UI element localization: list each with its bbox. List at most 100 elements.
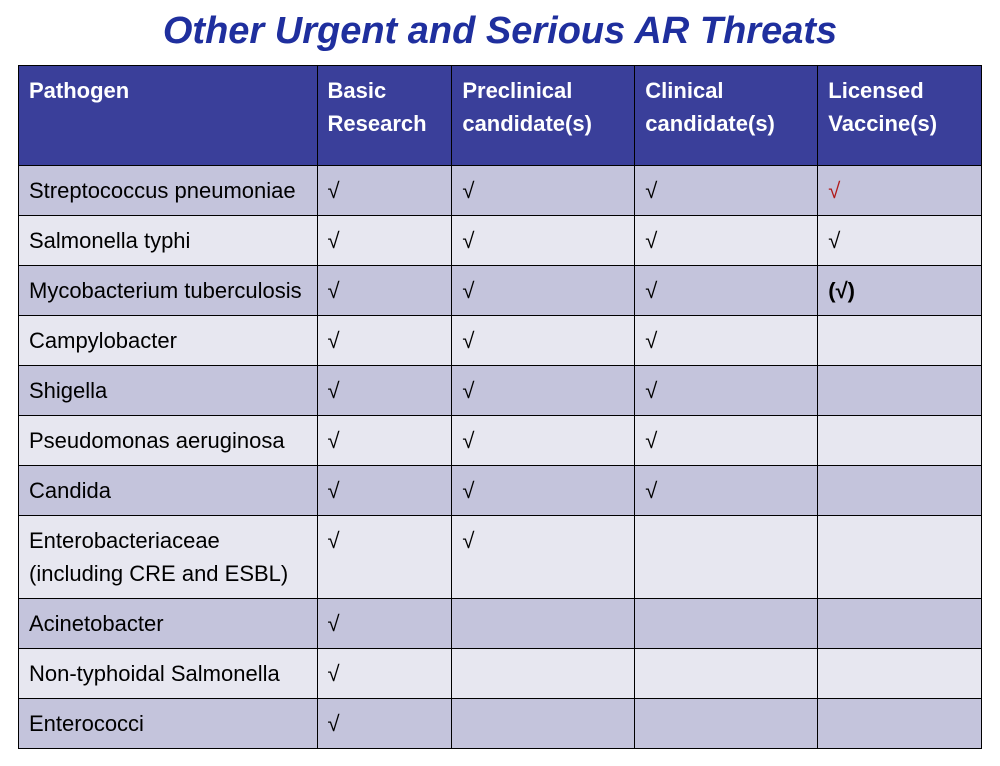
checkmark-icon: √	[462, 378, 474, 403]
basic-cell: √	[317, 216, 452, 266]
checkmark-icon: √	[462, 178, 474, 203]
checkmark-icon: √	[328, 611, 340, 636]
checkmark-icon: √	[645, 178, 657, 203]
col-header-clinical: Clinical candidate(s)	[635, 66, 818, 166]
table-row: Pseudomonas aeruginosa√√√	[19, 416, 982, 466]
basic-cell: √	[317, 466, 452, 516]
clinical-cell	[635, 699, 818, 749]
checkmark-icon: √	[462, 428, 474, 453]
clinical-cell: √	[635, 316, 818, 366]
pathogen-cell: Streptococcus pneumoniae	[19, 166, 318, 216]
checkmark-icon: √	[328, 228, 340, 253]
checkmark-icon: √	[645, 378, 657, 403]
checkmark-icon: √	[462, 328, 474, 353]
table-row: Mycobacterium tuberculosis √ √ √ (√)	[19, 266, 982, 316]
checkmark-icon: √	[462, 228, 474, 253]
preclinical-cell: √	[452, 416, 635, 466]
checkmark-icon: √	[328, 428, 340, 453]
preclinical-cell: √	[452, 266, 635, 316]
pathogen-cell: Non-typhoidal Salmonella	[19, 649, 318, 699]
licensed-cell	[818, 699, 982, 749]
col-header-pathogen: Pathogen	[19, 66, 318, 166]
clinical-cell: √	[635, 466, 818, 516]
checkmark-icon: √	[328, 328, 340, 353]
checkmark-icon: √	[645, 328, 657, 353]
basic-cell: √	[317, 366, 452, 416]
table-row: Enterococci √	[19, 699, 982, 749]
checkmark-highlight-icon: √	[828, 178, 840, 203]
checkmark-icon: √	[328, 278, 340, 303]
checkmark-icon: √	[645, 228, 657, 253]
table-body: Streptococcus pneumoniae√√√√Salmonella t…	[19, 166, 982, 749]
clinical-cell: √	[635, 416, 818, 466]
basic-cell: √	[317, 266, 452, 316]
pathogen-cell: Shigella	[19, 366, 318, 416]
col-header-preclinical: Preclinical candidate(s)	[452, 66, 635, 166]
preclinical-cell: √	[452, 516, 635, 599]
pathogen-cell: Enterococci	[19, 699, 318, 749]
checkmark-icon: √	[328, 711, 340, 736]
licensed-cell	[818, 316, 982, 366]
basic-cell: √	[317, 316, 452, 366]
table-row: Acinetobacter √	[19, 599, 982, 649]
licensed-cell	[818, 366, 982, 416]
checkmark-icon: √	[462, 528, 474, 553]
basic-cell: √	[317, 416, 452, 466]
licensed-cell	[818, 466, 982, 516]
preclinical-cell	[452, 599, 635, 649]
checkmark-icon: √	[328, 661, 340, 686]
licensed-cell	[818, 649, 982, 699]
licensed-cell	[818, 416, 982, 466]
licensed-cell: √	[818, 216, 982, 266]
threats-table: Pathogen Basic Research Preclinical cand…	[18, 65, 982, 749]
preclinical-cell: √	[452, 216, 635, 266]
preclinical-cell: √	[452, 466, 635, 516]
pathogen-cell: Acinetobacter	[19, 599, 318, 649]
clinical-cell: √	[635, 216, 818, 266]
clinical-cell	[635, 599, 818, 649]
checkmark-icon: √	[462, 278, 474, 303]
preclinical-cell: √	[452, 166, 635, 216]
pathogen-cell: Enterobacteriaceae (including CRE and ES…	[19, 516, 318, 599]
pathogen-cell: Salmonella typhi	[19, 216, 318, 266]
checkmark-icon: √	[828, 228, 840, 253]
clinical-cell	[635, 649, 818, 699]
basic-cell: √	[317, 599, 452, 649]
checkmark-icon: √	[645, 278, 657, 303]
licensed-cell: (√)	[818, 266, 982, 316]
checkmark-icon: √	[328, 378, 340, 403]
checkmark-icon: √	[328, 478, 340, 503]
checkmark-icon: √	[328, 178, 340, 203]
preclinical-cell	[452, 649, 635, 699]
table-row: Enterobacteriaceae (including CRE and ES…	[19, 516, 982, 599]
table-row: Campylobacter √ √ √	[19, 316, 982, 366]
basic-cell: √	[317, 166, 452, 216]
licensed-cell: √	[818, 166, 982, 216]
table-row: Candida √ √ √	[19, 466, 982, 516]
checkmark-paren-icon: (√)	[828, 278, 855, 303]
table-row: Shigella √ √ √	[19, 366, 982, 416]
clinical-cell: √	[635, 266, 818, 316]
page-title: Other Urgent and Serious AR Threats	[18, 10, 982, 53]
table-row: Streptococcus pneumoniae √ √ √ √	[19, 166, 982, 216]
pathogen-cell: Mycobacterium tuberculosis	[19, 266, 318, 316]
clinical-cell: √	[635, 166, 818, 216]
checkmark-icon: √	[328, 528, 340, 553]
pathogen-cell: Campylobacter	[19, 316, 318, 366]
basic-cell: √	[317, 699, 452, 749]
col-header-basic: Basic Research	[317, 66, 452, 166]
checkmark-icon: √	[462, 478, 474, 503]
col-header-licensed: Licensed Vaccine(s)	[818, 66, 982, 166]
table-row: Salmonella typhi √ √ √ √	[19, 216, 982, 266]
licensed-cell	[818, 516, 982, 599]
clinical-cell: √	[635, 366, 818, 416]
licensed-cell	[818, 599, 982, 649]
pathogen-cell: Candida	[19, 466, 318, 516]
basic-cell: √	[317, 516, 452, 599]
preclinical-cell: √	[452, 316, 635, 366]
checkmark-icon: √	[645, 428, 657, 453]
preclinical-cell: √	[452, 366, 635, 416]
checkmark-icon: √	[645, 478, 657, 503]
table-header-row: Pathogen Basic Research Preclinical cand…	[19, 66, 982, 166]
preclinical-cell	[452, 699, 635, 749]
